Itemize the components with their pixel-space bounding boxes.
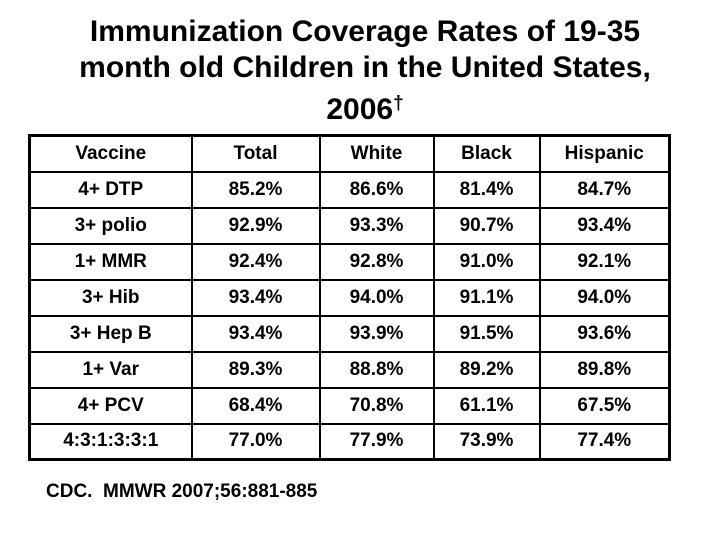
value-cell: 89.3% bbox=[190, 350, 321, 389]
value-cell: 91.5% bbox=[432, 314, 541, 353]
value-cell: 73.9% bbox=[432, 422, 541, 461]
value-cell: 91.1% bbox=[432, 278, 541, 317]
value-cell: 77.9% bbox=[318, 422, 435, 461]
title-line-2: month old Children in the United States, bbox=[79, 51, 651, 84]
value-cell: 89.8% bbox=[538, 350, 671, 389]
value-cell: 70.8% bbox=[318, 386, 435, 425]
value-cell: 67.5% bbox=[538, 386, 671, 425]
table-row: 3+ polio 92.9% 93.3% 90.7% 93.4% bbox=[28, 206, 671, 245]
vaccine-label-cell: 4+ PCV bbox=[28, 386, 193, 425]
title-line-3: 2006 bbox=[326, 93, 394, 126]
value-cell: 93.4% bbox=[538, 206, 671, 245]
table-row: 4:3:1:3:3:1 77.0% 77.9% 73.9% 77.4% bbox=[28, 422, 671, 461]
value-cell: 89.2% bbox=[432, 350, 541, 389]
value-cell: 92.8% bbox=[318, 242, 435, 281]
value-cell: 77.0% bbox=[190, 422, 321, 461]
value-cell: 84.7% bbox=[538, 170, 671, 209]
title-dagger-symbol: † bbox=[393, 93, 404, 114]
value-cell: 85.2% bbox=[190, 170, 321, 209]
value-cell: 93.3% bbox=[318, 206, 435, 245]
vaccine-label-cell: 1+ MMR bbox=[28, 242, 193, 281]
table-row: 1+ Var 89.3% 88.8% 89.2% 89.8% bbox=[28, 350, 671, 389]
value-cell: 94.0% bbox=[318, 278, 435, 317]
value-cell: 92.9% bbox=[190, 206, 321, 245]
value-cell: 86.6% bbox=[318, 170, 435, 209]
column-header-white: White bbox=[318, 134, 435, 173]
column-header-hispanic: Hispanic bbox=[538, 134, 671, 173]
vaccine-label-cell: 3+ Hib bbox=[28, 278, 193, 317]
table-row: 4+ DTP 85.2% 86.6% 81.4% 84.7% bbox=[28, 170, 671, 209]
value-cell: 94.0% bbox=[538, 278, 671, 317]
value-cell: 92.4% bbox=[190, 242, 321, 281]
column-header-black: Black bbox=[432, 134, 541, 173]
table-row: 4+ PCV 68.4% 70.8% 61.1% 67.5% bbox=[28, 386, 671, 425]
value-cell: 61.1% bbox=[432, 386, 541, 425]
vaccine-label-cell: 1+ Var bbox=[28, 350, 193, 389]
vaccine-label-cell: 3+ polio bbox=[28, 206, 193, 245]
column-header-vaccine: Vaccine bbox=[28, 134, 193, 173]
value-cell: 93.4% bbox=[190, 278, 321, 317]
value-cell: 68.4% bbox=[190, 386, 321, 425]
table-row: 1+ MMR 92.4% 92.8% 91.0% 92.1% bbox=[28, 242, 671, 281]
value-cell: 77.4% bbox=[538, 422, 671, 461]
immunization-coverage-table: Vaccine Total White Black Hispanic 4+ DT… bbox=[28, 134, 671, 461]
table-row: 3+ Hib 93.4% 94.0% 91.1% 94.0% bbox=[28, 278, 671, 317]
value-cell: 93.4% bbox=[190, 314, 321, 353]
value-cell: 81.4% bbox=[432, 170, 541, 209]
title-line-1: Immunization Coverage Rates of 19-35 bbox=[89, 15, 641, 48]
value-cell: 90.7% bbox=[432, 206, 541, 245]
column-header-total: Total bbox=[190, 134, 321, 173]
value-cell: 93.6% bbox=[538, 314, 671, 353]
vaccine-label-cell: 4:3:1:3:3:1 bbox=[28, 422, 193, 461]
vaccine-label-cell: 3+ Hep B bbox=[28, 314, 193, 353]
slide-title: Immunization Coverage Rates of 19-35 mont… bbox=[20, 14, 710, 128]
value-cell: 88.8% bbox=[318, 350, 435, 389]
vaccine-label-cell: 4+ DTP bbox=[28, 170, 193, 209]
table-header-row: Vaccine Total White Black Hispanic bbox=[28, 134, 671, 173]
source-citation: CDC. MMWR 2007;56:881-885 bbox=[46, 481, 318, 502]
value-cell: 92.1% bbox=[538, 242, 671, 281]
value-cell: 91.0% bbox=[432, 242, 541, 281]
value-cell: 93.9% bbox=[318, 314, 435, 353]
table-row: 3+ Hep B 93.4% 93.9% 91.5% 93.6% bbox=[28, 314, 671, 353]
